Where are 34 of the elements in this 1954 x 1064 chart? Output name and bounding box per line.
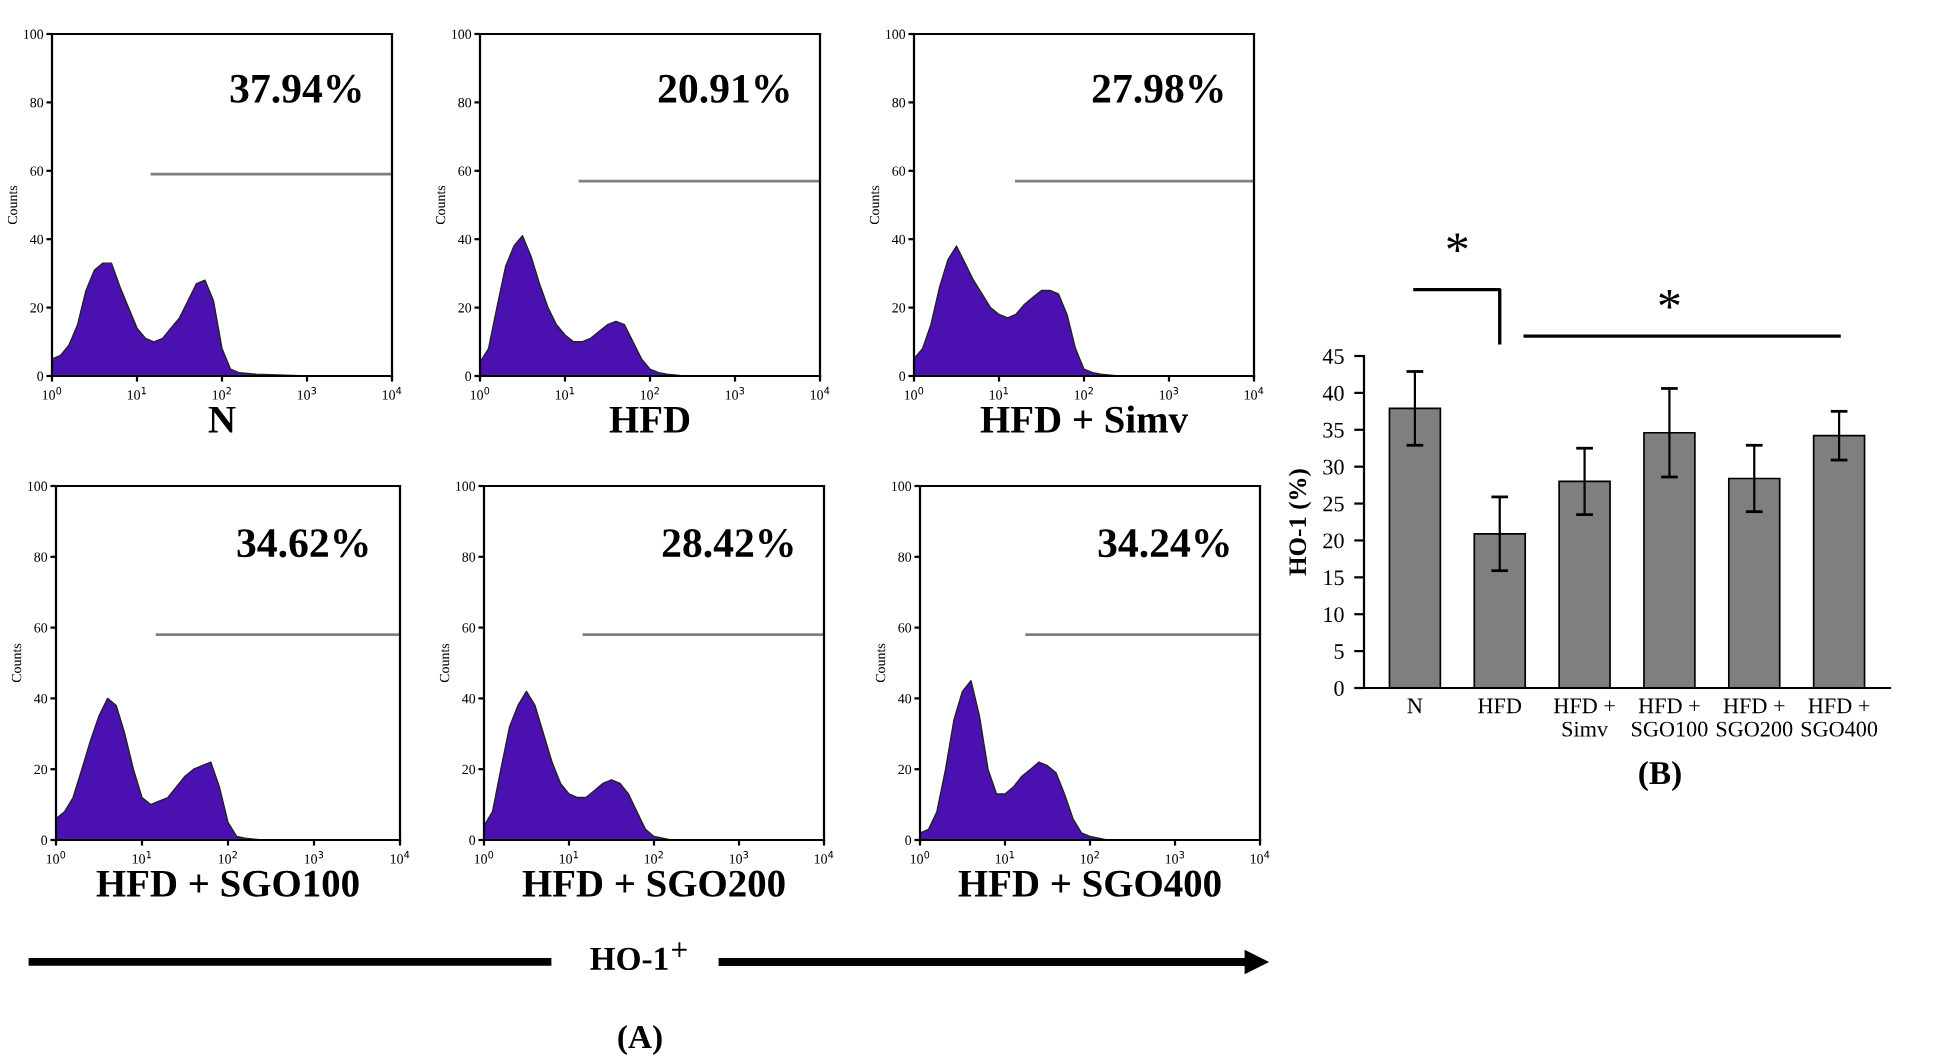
- x-tick-label: HFD + Simv: [1553, 698, 1615, 737]
- y-tick-label: 10: [1324, 607, 1344, 623]
- y-tick-label: 5: [1334, 644, 1344, 660]
- annotation: 37.94%: [230, 74, 361, 103]
- text: (A): [618, 1024, 662, 1056]
- y-tick-label: 15: [1324, 570, 1344, 586]
- y-tick-label: 0: [1334, 680, 1344, 696]
- text: *: [1659, 290, 1680, 309]
- y-tick-label: 25: [1323, 496, 1344, 512]
- x-tick-label: HFD + SGO200: [1716, 698, 1793, 737]
- x-axis-title: HFD + SGO200: [522, 870, 785, 897]
- annotation: 34.24%: [1098, 529, 1229, 558]
- x-tick-label: N: [1407, 698, 1423, 714]
- x-tick-label: HFD: [1478, 698, 1522, 714]
- x-tick-label: HFD + SGO400: [1801, 698, 1878, 737]
- text: (B): [1639, 760, 1681, 792]
- y-tick-label: 45: [1322, 349, 1344, 364]
- y-tick-label: 35: [1323, 422, 1344, 438]
- y-tick-label: 40: [1322, 385, 1344, 401]
- y-axis-title: HO-1 (%): [1288, 469, 1312, 576]
- annotation: 20.91%: [658, 74, 789, 103]
- annotation: 28.42%: [662, 529, 793, 558]
- annotation: 34.62%: [237, 529, 368, 558]
- x-axis-title: HFD + Simv: [980, 405, 1188, 433]
- x-axis-title: HFD + SGO400: [958, 870, 1221, 897]
- annotation: 27.98%: [1092, 74, 1223, 103]
- text: *: [1447, 233, 1468, 252]
- y-tick-label: 30: [1323, 459, 1344, 475]
- x-tick-label: HFD + SGO100: [1632, 698, 1708, 737]
- x-axis-title: HFD: [609, 406, 690, 433]
- text: HO-1$^{+}$: [590, 942, 687, 971]
- x-axis-title: N: [208, 406, 236, 433]
- x-axis-title: HFD + SGO100: [96, 870, 359, 897]
- y-tick-label: 20: [1323, 533, 1344, 549]
